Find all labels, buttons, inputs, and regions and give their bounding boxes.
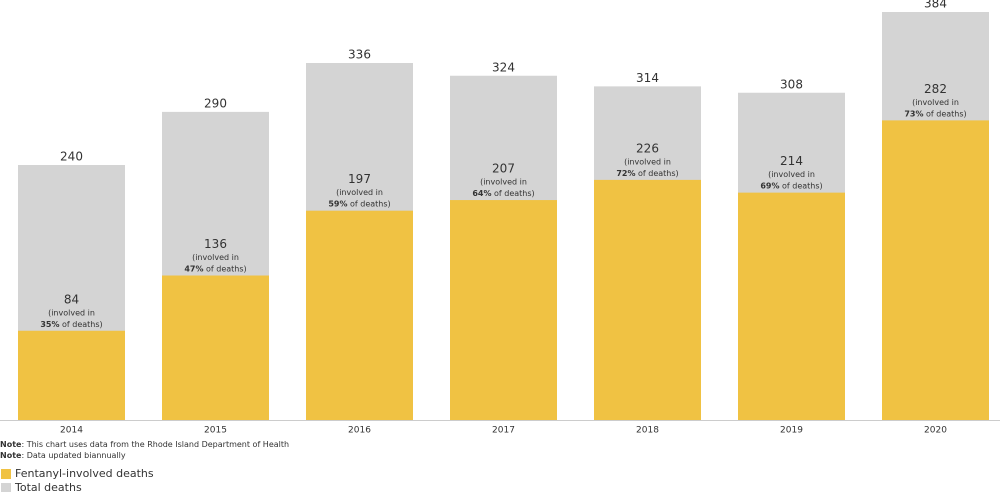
- bar: [18, 330, 125, 420]
- note-label: Note: [0, 440, 22, 449]
- annotation-prefix: (involved in: [624, 157, 671, 166]
- annotation-suffix: of deaths): [494, 189, 535, 198]
- bar: [738, 192, 845, 420]
- legend-label: Fentanyl-involved deaths: [15, 467, 154, 480]
- annotation-line: 47% of deaths): [184, 264, 246, 273]
- annotation-suffix: of deaths): [350, 199, 391, 208]
- percent-label: 72%: [616, 168, 635, 177]
- percent-label: 73%: [904, 109, 923, 118]
- x-tick-label: 2017: [492, 426, 515, 436]
- x-tick-label: 2020: [924, 426, 947, 436]
- annotation-suffix: of deaths): [62, 319, 103, 328]
- annotation-prefix: (involved in: [768, 170, 815, 179]
- note-text: : Data updated biannually: [21, 451, 125, 460]
- note-label: Note: [0, 451, 22, 460]
- annotation-line: 59% of deaths): [328, 199, 390, 208]
- annotation-line: 73% of deaths): [904, 109, 966, 118]
- annotation-prefix: (involved in: [192, 253, 239, 262]
- fentanyl-label: 84: [64, 292, 79, 306]
- fentanyl-label: 226: [636, 141, 659, 155]
- x-tick-label: 2018: [636, 426, 659, 436]
- percent-label: 64%: [472, 189, 491, 198]
- total-label: 324: [492, 60, 515, 74]
- note: Note: Data updated biannually: [0, 451, 126, 460]
- annotation-suffix: of deaths): [782, 181, 823, 190]
- percent-label: 59%: [328, 199, 347, 208]
- x-tick-label: 2019: [780, 426, 803, 436]
- percent-label: 69%: [760, 181, 779, 190]
- note: Note: This chart uses data from the Rhod…: [0, 440, 289, 449]
- annotation-prefix: (involved in: [48, 308, 95, 317]
- fentanyl-label: 197: [348, 172, 371, 186]
- annotation-suffix: of deaths): [926, 109, 967, 118]
- fentanyl-label: 207: [492, 162, 515, 176]
- legend-swatch: [1, 469, 11, 479]
- x-tick-label: 2014: [60, 426, 83, 436]
- annotation-line: 64% of deaths): [472, 189, 534, 198]
- legend-label: Total deaths: [14, 481, 82, 492]
- x-tick-label: 2015: [204, 426, 227, 436]
- annotation-suffix: of deaths): [206, 264, 247, 273]
- total-label: 384: [924, 0, 947, 11]
- total-label: 336: [348, 48, 371, 62]
- percent-label: 47%: [184, 264, 203, 273]
- fentanyl-label: 214: [780, 154, 803, 168]
- note-text: : This chart uses data from the Rhode Is…: [21, 440, 289, 449]
- bar: [162, 275, 269, 420]
- annotation-prefix: (involved in: [912, 98, 959, 107]
- bar: [594, 179, 701, 420]
- legend-swatch: [1, 483, 11, 493]
- annotation-suffix: of deaths): [638, 168, 679, 177]
- annotation-prefix: (involved in: [480, 178, 527, 187]
- percent-label: 35%: [40, 319, 59, 328]
- fentanyl-label: 136: [204, 237, 227, 251]
- fentanyl-label: 282: [924, 82, 947, 96]
- annotation-line: 72% of deaths): [616, 168, 678, 177]
- annotation-prefix: (involved in: [336, 188, 383, 197]
- total-label: 240: [60, 150, 83, 164]
- total-label: 314: [636, 71, 659, 85]
- annotation-line: 35% of deaths): [40, 319, 102, 328]
- annotation-line: 69% of deaths): [760, 181, 822, 190]
- total-label: 290: [204, 96, 227, 110]
- bar: [882, 120, 989, 420]
- x-tick-label: 2016: [348, 426, 371, 436]
- bar: [450, 200, 557, 420]
- total-label: 308: [780, 77, 803, 91]
- bar: [306, 210, 413, 420]
